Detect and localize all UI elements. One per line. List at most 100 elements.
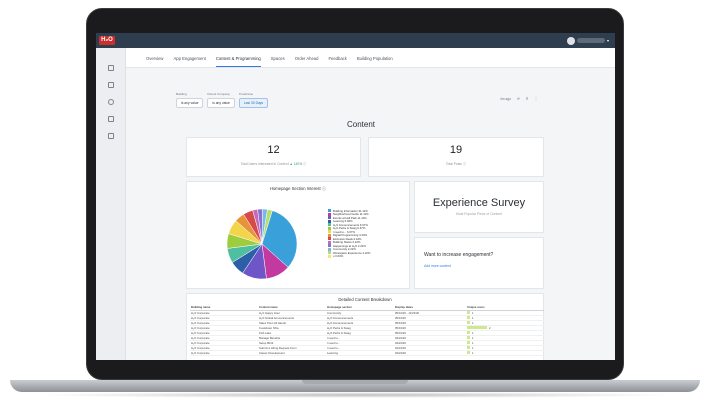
unique-users-bar: [467, 321, 470, 325]
toolbar: 4m ago ⟳ ⊽ ⋮: [500, 97, 537, 101]
info-icon[interactable]: ⓘ: [303, 162, 307, 166]
table-cell: H₂O Corporate: [190, 345, 258, 351]
table-cell: H₂O Happy Hour: [258, 310, 326, 316]
table-cell: 1: [466, 315, 544, 321]
info-icon[interactable]: ⓘ: [321, 186, 327, 191]
survey-card: Experience Survey Most Popular Piece of …: [414, 181, 544, 233]
filter-timeframe-select[interactable]: Last 30 Days: [238, 98, 269, 108]
survey-title: Experience Survey: [432, 197, 526, 209]
legend-swatch: [328, 233, 331, 237]
column-header-label: Building name: [191, 305, 211, 310]
legend-label: H₂O Perks & Swag 6.67%: [333, 226, 366, 231]
filter-building: Building is any value: [176, 92, 204, 108]
top-bar: H₂O ▾: [96, 33, 615, 48]
pie-card: Homepage Section Interest ⓘ Building Inf…: [186, 181, 410, 289]
table-row[interactable]: H₂O Corporate Fish Lake H₂O Perks & Swag 05…: [190, 330, 544, 336]
legend-swatch: [328, 223, 331, 227]
table-cell: Submit a Hiring Request Form: [258, 345, 326, 351]
table-row[interactable]: H₂O Corporate H₂O Happy Hour Community 05/1…: [190, 310, 544, 316]
legend-item[interactable]: Exclusive Deals 4.44%: [328, 237, 370, 241]
legend-item[interactable]: Neighborhood Guide 11.11%: [328, 212, 370, 216]
tab-content-programming[interactable]: Content & Programming: [215, 56, 261, 67]
filter-parent-company-select[interactable]: is any value: [207, 98, 235, 108]
column-header[interactable]: Homepage section: [326, 305, 394, 311]
tab-feedback[interactable]: Feedback: [328, 56, 347, 61]
table-cell: Cookdown 'Rita: [258, 325, 326, 331]
unique-users-value: 1: [472, 310, 474, 315]
last-updated: 4m ago: [500, 97, 511, 101]
legend-item[interactable]: Building Status 2.22%: [328, 240, 370, 244]
home-icon[interactable]: [108, 65, 114, 71]
add-content-link[interactable]: Add more content: [424, 264, 451, 268]
table-row[interactable]: H₂O Corporate Manage Benefits I need to...…: [190, 335, 544, 341]
legend-item[interactable]: Learning 6.66%: [328, 219, 370, 223]
table-cell: 1: [466, 340, 544, 346]
unique-users-bar: [467, 346, 470, 350]
filter-building-select[interactable]: is any value: [176, 98, 204, 108]
table-cell: 04/22/20: [394, 335, 466, 341]
table-cell: H₂O Corporate: [190, 350, 258, 356]
legend-swatch: [328, 212, 331, 216]
unique-users-bar: [467, 326, 487, 330]
calendar-icon[interactable]: [108, 116, 114, 122]
column-header[interactable]: Building name: [190, 305, 258, 311]
table-cell: 05/16/20: [394, 320, 466, 326]
legend-label: Community 2.22%: [333, 247, 356, 252]
people-icon[interactable]: [108, 99, 114, 105]
legend-swatch: [328, 216, 331, 220]
legend-label: H₂O Announcements 6.67%: [333, 222, 368, 227]
legend-item[interactable]: Digital Programming 4.44%: [328, 233, 370, 237]
laptop-base: [10, 380, 700, 392]
user-menu[interactable]: ▾: [566, 36, 609, 45]
unique-users-bar: [467, 316, 470, 320]
legend-item[interactable]: ≥ 0.00%: [328, 254, 370, 258]
unique-users-value: 1: [472, 320, 474, 325]
table-row[interactable]: H₂O Corporate Setup 8012 I need to... 04/22…: [190, 340, 544, 346]
chart-icon[interactable]: [108, 82, 114, 88]
table-row[interactable]: H₂O Corporate Submit a Hiring Request For…: [190, 345, 544, 351]
legend-swatch: [328, 247, 331, 251]
more-icon[interactable]: ⋮: [534, 97, 538, 101]
legend-swatch: [328, 226, 331, 230]
table-cell: I need to...: [326, 335, 394, 341]
column-header[interactable]: Display dates: [394, 305, 466, 311]
app-logo[interactable]: H₂O: [99, 36, 115, 45]
table-row[interactable]: H₂O Corporate Cookdown 'Rita H₂O Perks & S…: [190, 325, 544, 331]
kpi-value: 19: [449, 144, 463, 156]
pie-title-row: Homepage Section Interest ⓘ: [187, 186, 409, 192]
legend-item[interactable]: Community 2.22%: [328, 247, 370, 252]
column-header-label: Display dates: [395, 305, 414, 310]
tab-spaces[interactable]: Spaces: [270, 56, 285, 61]
refresh-icon[interactable]: ⟳: [517, 97, 520, 101]
filter-icon[interactable]: ⊽: [525, 97, 529, 101]
legend-item[interactable]: Building Information 31.11%: [328, 209, 370, 213]
table-cell: H₂O Announcements: [326, 315, 394, 321]
table-row[interactable]: H₂O Corporate Sales Town All Hands H₂O Ann…: [190, 320, 544, 326]
table-cell: Sales Town All Hands: [258, 320, 326, 326]
column-header[interactable]: Unique users: [466, 305, 544, 311]
tab-building-population[interactable]: Building Population: [356, 56, 393, 61]
legend-item[interactable]: H₂O Announcements 6.67%: [328, 223, 370, 227]
kpi-card-posts: 19 Total Posts ⓘ: [368, 137, 544, 177]
tab-bar: Overview App Engagement Content & Progra…: [126, 48, 615, 68]
legend-item[interactable]: H₂O Perks & Swag 6.67%: [328, 226, 370, 231]
table-cell: H₂O Corporate: [190, 340, 258, 346]
legend-item[interactable]: Happenings at H₂O 2.22%: [328, 244, 370, 248]
tab-app-engagement[interactable]: App Engagement: [173, 56, 206, 61]
tab-order-ahead[interactable]: Order Ahead: [294, 56, 319, 61]
table-cell: H₂O Corporate: [190, 335, 258, 341]
tab-overview[interactable]: Overview: [146, 56, 164, 61]
legend-item[interactable]: Events at Hell Park 11.11%: [328, 216, 370, 220]
info-icon[interactable]: ⓘ: [462, 162, 467, 166]
pie-slice[interactable]: [261, 209, 273, 245]
pie-chart: [226, 208, 298, 280]
legend-item[interactable]: Workspace Experience 2.22%: [328, 251, 370, 255]
pie-slice[interactable]: [261, 210, 298, 268]
legend-item[interactable]: I need to... 6.67%: [328, 230, 370, 234]
column-header[interactable]: Content name: [258, 305, 326, 311]
table-row[interactable]: H₂O Corporate Career Development Learning 0…: [190, 350, 544, 356]
column-header-label: Content name: [259, 305, 278, 310]
table-cell: 1: [466, 345, 544, 351]
table-row[interactable]: H₂O Corporate H₂O Global Announcements H₂O…: [190, 315, 544, 321]
grid-icon[interactable]: [108, 133, 114, 139]
